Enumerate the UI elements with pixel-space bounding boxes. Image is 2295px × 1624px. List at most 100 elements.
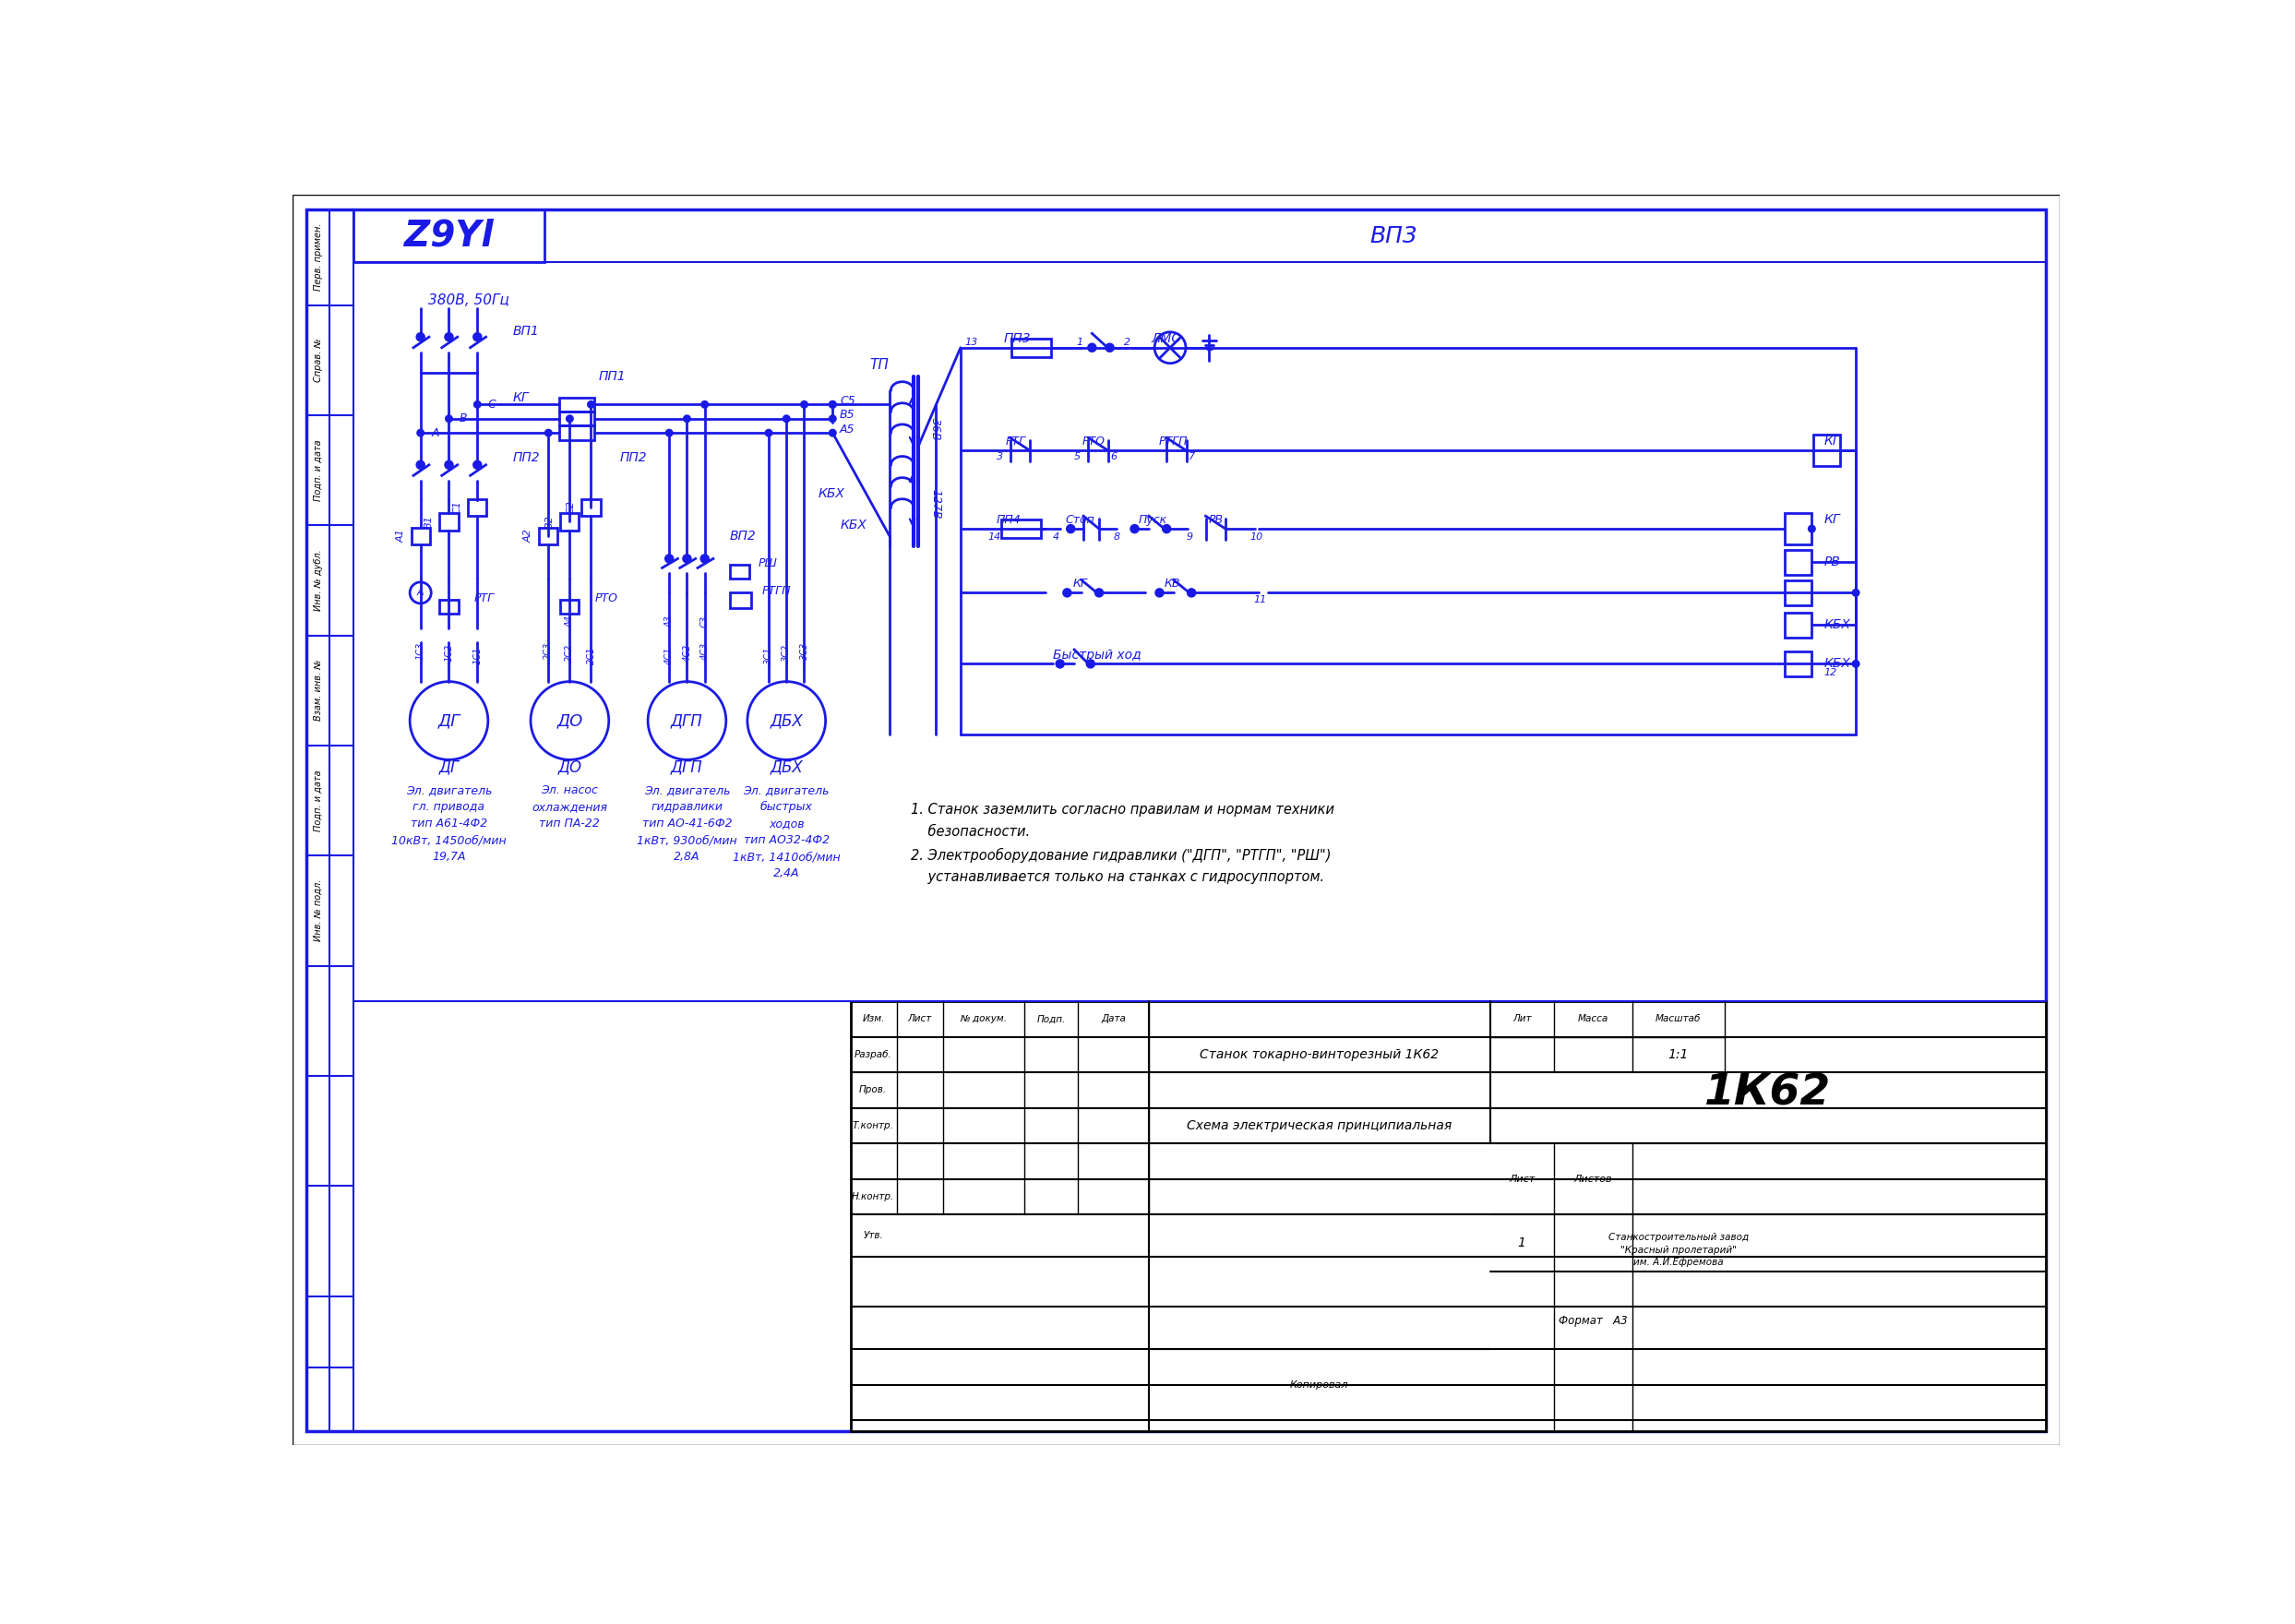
Text: ПП2: ПП2 [512,451,539,464]
Text: Подп. и дата: Подп. и дата [314,770,324,831]
Text: Дата: Дата [1102,1015,1127,1023]
Text: № докум.: № докум. [959,1015,1008,1023]
Circle shape [666,555,672,562]
Text: 3: 3 [996,451,1003,461]
Text: 10: 10 [1251,533,1265,542]
Circle shape [1088,661,1095,667]
Text: 1. Станок заземлить согласно правилам и нормам техники: 1. Станок заземлить согласно правилам и … [911,802,1333,817]
Text: КБХ: КБХ [840,518,868,531]
Text: Лист: Лист [1508,1174,1535,1184]
Circle shape [831,401,835,408]
Text: А: А [431,427,438,438]
Text: С1: С1 [452,500,461,515]
Circle shape [418,461,425,468]
Circle shape [546,430,551,435]
Text: 4: 4 [1053,533,1060,542]
Text: Лист: Лист [907,1015,932,1023]
Text: КГ: КГ [512,391,530,404]
Circle shape [418,333,425,341]
Text: ТП: ТП [870,359,888,372]
Circle shape [1157,590,1164,596]
Text: Станок токарно-винторезный 1К62: Станок токарно-винторезный 1К62 [1200,1047,1439,1060]
Text: 4С2: 4С2 [682,645,691,663]
Text: ДО: ДО [558,758,583,775]
Bar [583,499,601,516]
Circle shape [1164,525,1170,533]
Text: КВ: КВ [1164,578,1180,590]
Text: РТО: РТО [1083,435,1106,448]
Text: 36В: 36В [929,417,941,440]
Text: Подп. и дата: Подп. и дата [314,438,324,500]
Text: В1: В1 [425,515,434,528]
Text: С3: С3 [700,615,709,627]
Text: 6: 6 [1111,451,1118,461]
Text: ДО: ДО [558,713,583,729]
Text: 2С1: 2С1 [588,646,597,664]
Text: Пуск: Пуск [1138,513,1166,526]
Bar [560,513,578,529]
Text: Z9Yl: Z9Yl [404,218,493,253]
Circle shape [1808,526,1815,531]
Text: А2: А2 [523,529,532,542]
Circle shape [801,401,808,408]
Circle shape [1067,525,1074,533]
Text: Разраб.: Разраб. [854,1051,893,1059]
Text: Изм.: Изм. [863,1015,886,1023]
Text: Формат   А3: Формат А3 [1558,1315,1627,1327]
Text: Справ. №: Справ. № [314,338,324,382]
Bar [539,528,558,544]
Circle shape [475,401,480,408]
Text: Инв. № подл.: Инв. № подл. [314,879,324,942]
Circle shape [831,416,835,422]
Text: Т.контр.: Т.контр. [851,1121,893,1130]
Text: КБХ: КБХ [1825,619,1850,632]
Text: 14: 14 [989,533,1001,542]
Text: РШ: РШ [757,557,778,568]
Text: РТГП: РТГП [762,585,792,598]
Bar [441,513,459,529]
Bar [411,528,429,544]
Text: ПП4: ПП4 [996,515,1021,526]
Circle shape [567,416,571,422]
Circle shape [445,416,452,422]
Text: Быстрый ход: Быстрый ход [1053,650,1141,661]
Text: ДБХ: ДБХ [769,758,803,775]
Circle shape [1095,590,1102,596]
Text: В: В [459,412,468,425]
Text: РВ: РВ [1825,555,1841,568]
Bar [560,411,594,425]
Circle shape [783,416,789,422]
Circle shape [1063,590,1072,596]
Circle shape [666,430,672,435]
Text: Подп.: Подп. [1037,1015,1065,1023]
Circle shape [1106,344,1113,351]
Bar [730,565,750,578]
Text: 1: 1 [1076,338,1083,346]
Circle shape [588,401,594,408]
Text: Эл. насос
охлаждения
тип ПА-22: Эл. насос охлаждения тип ПА-22 [532,784,608,830]
Circle shape [684,416,691,422]
Bar [441,599,459,614]
Circle shape [684,555,691,562]
Circle shape [1852,661,1859,666]
Text: Эл. двигатель
гидравлики
тип АО-41-6Ф2
1кВт, 930об/мин
2,8А: Эл. двигатель гидравлики тип АО-41-6Ф2 1… [636,784,737,862]
Bar [1012,338,1051,357]
Bar [1786,612,1811,638]
Text: ВП3: ВП3 [1370,226,1418,247]
Text: Масса: Масса [1577,1015,1609,1023]
Circle shape [445,461,452,468]
Bar [851,1002,2045,1431]
Text: ПП2: ПП2 [620,451,647,464]
Circle shape [1131,525,1138,533]
Text: 380В, 50Гц: 380В, 50Гц [429,292,509,307]
Circle shape [1189,590,1196,596]
Text: ДГП: ДГП [670,713,702,729]
Text: А4: А4 [565,615,574,627]
Text: КБХ: КБХ [1825,658,1850,671]
Text: 1: 1 [1517,1236,1526,1249]
Text: РТГП: РТГП [1159,435,1189,448]
Text: 2. Электрооборудование гидравлики ("ДГП", "РТГП", "РШ"): 2. Электрооборудование гидравлики ("ДГП"… [911,848,1331,862]
Text: ДГП: ДГП [670,758,702,775]
Text: Эл. двигатель
быстрых
ходов
тип АО32-4Ф2
1кВт, 1410об/мин
2,4А: Эл. двигатель быстрых ходов тип АО32-4Ф2… [732,784,840,880]
Text: Инв. № дубл.: Инв. № дубл. [314,549,324,611]
